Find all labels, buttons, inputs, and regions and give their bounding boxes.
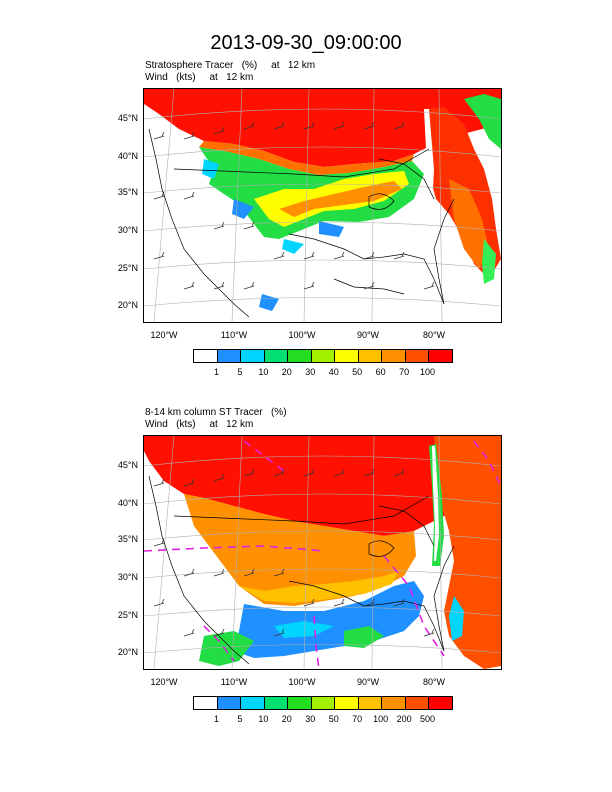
colorbar-swatch	[358, 350, 383, 362]
colorbar-tick-label: 60	[375, 367, 386, 377]
colorbar-swatch	[405, 697, 430, 709]
colorbar-swatch	[288, 697, 312, 709]
colorbar-tick-label: 1	[213, 714, 219, 724]
colorbar-tick-label: 500	[420, 714, 436, 724]
panel-2-lat-label: 45°N	[117, 460, 138, 470]
panel-2-lat-label: 20°N	[117, 647, 138, 657]
colorbar-swatch	[194, 350, 218, 362]
colorbar-tick-label: 200	[396, 714, 412, 724]
panel-2-tracer-green-south	[199, 626, 384, 666]
panel-1-lat-label: 20°N	[117, 300, 138, 310]
colorbar-swatch	[429, 350, 453, 362]
colorbar-tick-label: 5	[237, 367, 243, 377]
panel-1-colorbar	[193, 349, 453, 363]
panel-1-lon-label: 100°W	[288, 330, 316, 340]
panel-1-coastlines	[148, 128, 455, 318]
colorbar-swatch	[311, 350, 336, 362]
colorbar-tick-label: 20	[281, 714, 292, 724]
panel-1-lat-label: 40°N	[117, 151, 138, 161]
panel-1-lon-label: 90°W	[356, 330, 380, 340]
panel-2-lat-label: 35°N	[117, 534, 138, 544]
panel-2-tracer-cyan-south	[274, 621, 334, 638]
colorbar-swatch	[358, 697, 383, 709]
colorbar-tick-label: 1	[213, 367, 219, 377]
panel-2-title-line2: Wind (kts) at 12 km	[145, 419, 254, 430]
panel-1-title-line2: Wind (kts) at 12 km	[145, 72, 254, 83]
panel-2-lon-label: 120°W	[150, 677, 178, 687]
colorbar-swatch	[264, 697, 289, 709]
panel-2-lon-label: 100°W	[288, 677, 316, 687]
panel-1-lat-label: 30°N	[117, 225, 138, 235]
colorbar-tick-label: 40	[328, 367, 339, 377]
panel-1-tracer-blue-patch	[232, 199, 344, 311]
panel-1-lon-label: 80°W	[422, 330, 446, 340]
panel-1-tracer-red-north	[144, 89, 501, 167]
panel-1-map	[143, 88, 502, 323]
panel-2-coastlines	[148, 475, 455, 665]
page-title: 2013-09-30_09:00:00	[210, 32, 402, 54]
colorbar-swatch	[311, 697, 336, 709]
panel-1-lon-label: 120°W	[150, 330, 178, 340]
panel-1-lat-label: 35°N	[117, 187, 138, 197]
panel-1-map-svg	[144, 89, 501, 322]
panel-2-lon-label: 90°W	[356, 677, 380, 687]
colorbar-tick-label: 5	[237, 714, 243, 724]
panel-2-map-svg	[144, 436, 501, 669]
colorbar-swatch	[217, 697, 242, 709]
panel-2-lat-label: 40°N	[117, 498, 138, 508]
colorbar-tick-label: 50	[352, 367, 363, 377]
panel-2-title-line1: 8-14 km column ST Tracer (%)	[145, 407, 287, 418]
colorbar-swatch	[382, 697, 406, 709]
panel-1-tracer-green-east	[464, 94, 501, 149]
colorbar-tick-label: 100	[420, 367, 436, 377]
panel-1-tracer-orange-east	[449, 179, 489, 269]
panel-2-lon-label: 110°W	[220, 677, 248, 687]
colorbar-swatch	[288, 350, 312, 362]
panel-1-tracer-white-stripe	[424, 109, 434, 209]
colorbar-tick-label: 10	[258, 367, 269, 377]
colorbar-tick-label: 30	[305, 714, 316, 724]
colorbar-swatch	[241, 350, 265, 362]
panel-1-tracer-green-east2	[482, 239, 496, 284]
panel-2-contour-lines	[144, 440, 501, 669]
panel-1-tracer-orange-band	[279, 181, 402, 217]
colorbar-tick-label: 10	[258, 714, 269, 724]
panel-1-tracer-orange-edge	[199, 141, 414, 175]
colorbar-swatch	[382, 350, 406, 362]
panel-2-lon-label: 80°W	[422, 677, 446, 687]
panel-2-tracer-orange-central	[184, 494, 416, 606]
colorbar-swatch	[194, 697, 218, 709]
colorbar-swatch	[264, 350, 289, 362]
panel-2-graticule	[144, 436, 501, 669]
colorbar-swatch	[335, 350, 359, 362]
panel-1-title-line1: Stratosphere Tracer (%) at 12 km	[145, 60, 316, 71]
panel-1-lat-label: 25°N	[117, 263, 138, 273]
panel-2-map	[143, 435, 502, 670]
panel-2-tracer-cyan-edge	[449, 596, 464, 641]
colorbar-swatch	[335, 697, 359, 709]
colorbar-tick-label: 70	[399, 367, 410, 377]
colorbar-tick-label: 30	[305, 367, 316, 377]
colorbar-tick-label: 20	[281, 367, 292, 377]
colorbar-swatch	[429, 697, 453, 709]
colorbar-tick-label: 100	[373, 714, 389, 724]
panel-2-wind-barbs	[153, 468, 435, 637]
colorbar-tick-label: 50	[328, 714, 339, 724]
panel-1-graticule	[144, 89, 501, 322]
colorbar-swatch	[241, 697, 265, 709]
panel-1-lat-label: 45°N	[117, 113, 138, 123]
colorbar-tick-label: 70	[352, 714, 363, 724]
panel-2-colorbar	[193, 696, 453, 710]
panel-2-tracer-white-stripe	[432, 446, 439, 561]
panel-1-lon-label: 110°W	[220, 330, 248, 340]
panel-1-tracer-cyan-patch	[202, 159, 304, 254]
panel-2-lat-label: 30°N	[117, 572, 138, 582]
panel-2-tracer-yellow-band	[239, 571, 399, 603]
panel-1-wind-barbs	[153, 121, 435, 290]
colorbar-swatch	[217, 350, 242, 362]
colorbar-swatch	[405, 350, 430, 362]
panel-2-lat-label: 25°N	[117, 610, 138, 620]
panel-2-tracer-red-north	[144, 436, 501, 536]
